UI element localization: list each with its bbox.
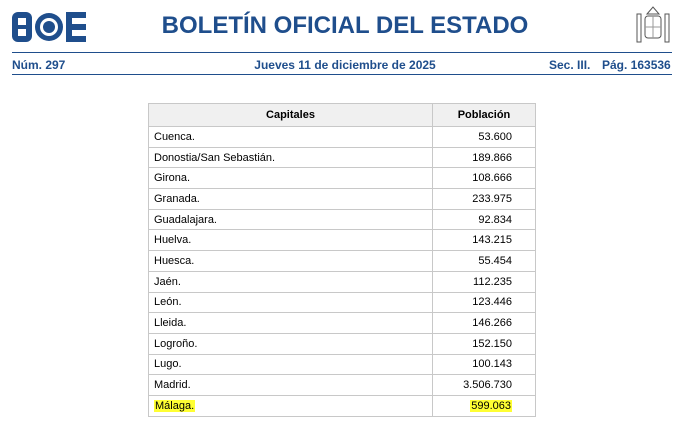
- table-row: Jaén. 112.235: [148, 270, 536, 293]
- population-cell: 146.266: [432, 312, 536, 334]
- date: Jueves 11 de diciembre de 2025: [254, 58, 436, 72]
- city-cell: Lugo.: [148, 353, 433, 376]
- issue-number: Núm. 297: [12, 58, 66, 72]
- population-cell: 112.235: [432, 270, 536, 293]
- city-cell: Granada.: [148, 188, 433, 210]
- table-row: Huesca. 55.454: [148, 250, 536, 272]
- boe-logo: [12, 12, 86, 42]
- city-cell: Cuenca.: [148, 126, 433, 148]
- table-row: León. 123.446: [148, 291, 536, 314]
- population-table: Capitales Población Cuenca. 53.600 Donostia/…: [148, 103, 536, 417]
- section: Sec. III.: [549, 58, 591, 72]
- table-row: Madrid. 3.506.730: [148, 374, 536, 396]
- table-row: Logroño. 152.150: [148, 332, 536, 355]
- population-cell: 233.975: [432, 188, 536, 210]
- table-row: Málaga. 599.063: [148, 394, 536, 417]
- city-cell: Lleida.: [148, 312, 433, 334]
- city-cell: Huesca.: [148, 250, 433, 272]
- city-cell: León.: [148, 291, 433, 314]
- population-cell: 3.506.730: [432, 374, 536, 396]
- column-header: Capitales: [148, 103, 433, 127]
- table-row: Huelva. 143.215: [148, 229, 536, 252]
- population-cell: 92.834: [432, 208, 536, 231]
- table-row: Granada. 233.975: [148, 188, 536, 210]
- table-row: Lugo. 100.143: [148, 353, 536, 376]
- rule: [12, 52, 672, 53]
- city-cell: Logroño.: [148, 332, 433, 355]
- population-cell: 100.143: [432, 353, 536, 376]
- city-cell: Guadalajara.: [148, 208, 433, 231]
- population-cell: 152.150: [432, 332, 536, 355]
- page-number: Pág. 163536: [602, 58, 671, 72]
- population-cell: 189.866: [432, 146, 536, 169]
- rule: [12, 74, 672, 75]
- table-row: Donostia/San Sebastián. 189.866: [148, 146, 536, 169]
- title: BOLETÍN OFICIAL DEL ESTADO: [161, 12, 529, 39]
- city-cell: Madrid.: [148, 374, 433, 396]
- city-cell: Girona.: [148, 167, 433, 190]
- column-header: Población: [432, 103, 536, 127]
- population-cell: 53.600: [432, 126, 536, 148]
- city-cell: Donostia/San Sebastián.: [148, 146, 433, 169]
- table-row: Cuenca. 53.600: [148, 126, 536, 148]
- city-cell: Huelva.: [148, 229, 433, 252]
- population-cell: 108.666: [432, 167, 536, 190]
- population-cell: 123.446: [432, 291, 536, 314]
- table-row: Guadalajara. 92.834: [148, 208, 536, 231]
- city-cell: Málaga.: [148, 394, 433, 417]
- highlight: 599.063: [470, 399, 512, 412]
- population-cell: 599.063: [432, 394, 536, 417]
- table-row: Lleida. 146.266: [148, 312, 536, 334]
- table-row: Girona. 108.666: [148, 167, 536, 190]
- coat-of-arms: [636, 6, 670, 43]
- city-cell: Jaén.: [148, 270, 433, 293]
- population-cell: 55.454: [432, 250, 536, 272]
- highlight: Málaga.: [154, 399, 196, 412]
- population-cell: 143.215: [432, 229, 536, 252]
- header-row: Capitales Población: [148, 103, 536, 127]
